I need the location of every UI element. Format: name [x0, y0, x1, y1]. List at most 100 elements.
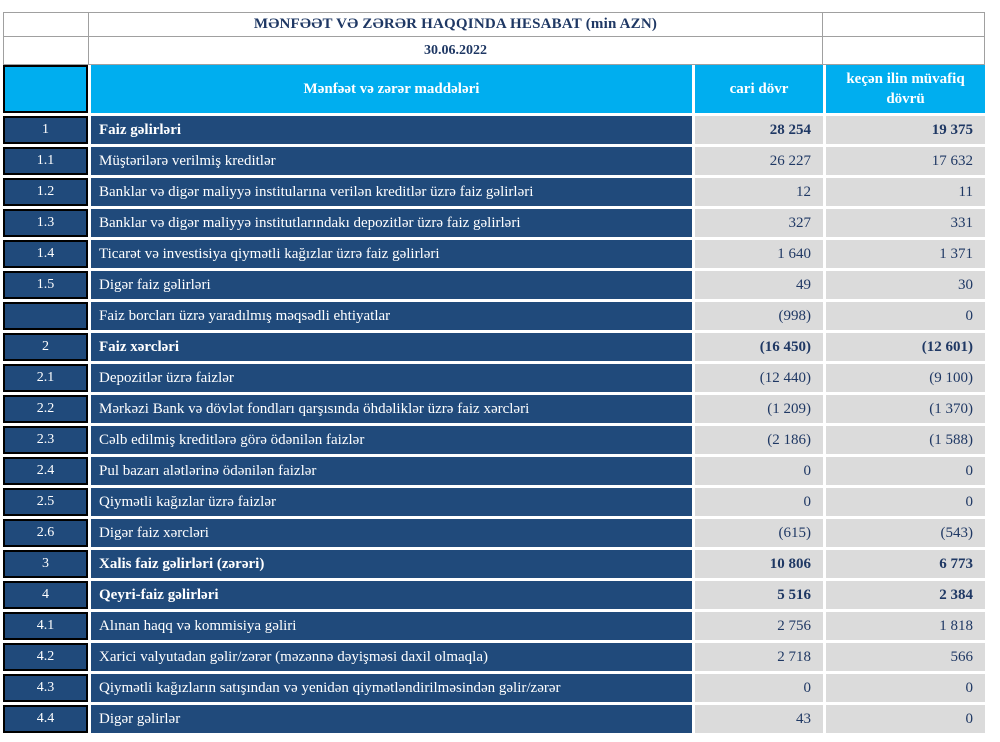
row-number-cell: 1.2 — [3, 178, 88, 206]
row-label-cell: Faiz gəlirləri — [88, 116, 692, 144]
row-label-cell: Faiz xərcləri — [88, 333, 692, 361]
previous-value-cell: 0 — [823, 457, 985, 485]
row-label-cell: Banklar və digər maliyyə institularına v… — [88, 178, 692, 206]
table-row: 4.2 Xarici valyutadan gəlir/zərər (məzən… — [3, 643, 985, 671]
current-value-cell: 12 — [692, 178, 823, 206]
row-label-cell: Digər gəlirlər — [88, 705, 692, 733]
table-row: 2.4 Pul bazarı alətlərinə ödənilən faizl… — [3, 457, 985, 485]
previous-value-cell: 1 818 — [823, 612, 985, 640]
row-number-cell: 2.3 — [3, 426, 88, 454]
row-label-cell: Depozitlər üzrə faizlər — [88, 364, 692, 392]
row-label-cell: Digər faiz xərcləri — [88, 519, 692, 547]
row-number-cell: 1.4 — [3, 240, 88, 268]
column-header-items: Mənfəət və zərər maddələri — [88, 65, 692, 113]
table-row: 1.5 Digər faiz gəlirləri 49 30 — [3, 271, 985, 299]
current-value-cell: 49 — [692, 271, 823, 299]
row-label-cell: Digər faiz gəlirləri — [88, 271, 692, 299]
row-number-cell: 1 — [3, 116, 88, 144]
report-title: MƏNFƏƏT VƏ ZƏRƏR HAQQINDA HESABAT (min A… — [89, 13, 822, 36]
previous-value-cell: (9 100) — [823, 364, 985, 392]
previous-value-cell: 0 — [823, 488, 985, 516]
table-row: 1.2 Banklar və digər maliyyə instituları… — [3, 178, 985, 206]
row-number-cell: 4.2 — [3, 643, 88, 671]
current-value-cell: (1 209) — [692, 395, 823, 423]
table-row: 4.4 Digər gəlirlər 43 0 — [3, 705, 985, 733]
current-value-cell: (12 440) — [692, 364, 823, 392]
current-value-cell: 0 — [692, 488, 823, 516]
pnl-statement-table: MƏNFƏƏT VƏ ZƏRƏR HAQQINDA HESABAT (min A… — [3, 12, 985, 733]
title-block: MƏNFƏƏT VƏ ZƏRƏR HAQQINDA HESABAT (min A… — [3, 12, 985, 65]
previous-value-cell: 19 375 — [823, 116, 985, 144]
previous-value-cell: 0 — [823, 705, 985, 733]
table-row: 2.2 Mərkəzi Bank və dövlət fondları qarş… — [3, 395, 985, 423]
previous-value-cell: (1 370) — [823, 395, 985, 423]
current-value-cell: 0 — [692, 457, 823, 485]
table-row: 2.3 Cəlb edilmiş kreditlərə görə ödənilə… — [3, 426, 985, 454]
current-value-cell: 5 516 — [692, 581, 823, 609]
previous-value-cell: 11 — [823, 178, 985, 206]
row-number-cell: 2.1 — [3, 364, 88, 392]
row-label-cell: Qiymətli kağızlar üzrə faizlər — [88, 488, 692, 516]
row-number-cell: 2.4 — [3, 457, 88, 485]
table-row: 4.3 Qiymətli kağızların satışından və ye… — [3, 674, 985, 702]
current-value-cell: 26 227 — [692, 147, 823, 175]
current-value-cell: 2 718 — [692, 643, 823, 671]
table-row: 1 Faiz gəlirləri 28 254 19 375 — [3, 116, 985, 144]
previous-value-cell: 30 — [823, 271, 985, 299]
table-row: Faiz borcları üzrə yaradılmış məqsədli e… — [3, 302, 985, 330]
previous-value-cell: 6 773 — [823, 550, 985, 578]
table-row: 4.1 Alınan haqq və kommisiya gəliri 2 75… — [3, 612, 985, 640]
row-label-cell: Xalis faiz gəlirləri (zərəri) — [88, 550, 692, 578]
row-number-cell: 4.1 — [3, 612, 88, 640]
current-value-cell: (615) — [692, 519, 823, 547]
title-left-empty-cell — [4, 13, 88, 36]
previous-value-cell: 2 384 — [823, 581, 985, 609]
previous-value-cell: 566 — [823, 643, 985, 671]
table-row: 2.6 Digər faiz xərcləri (615) (543) — [3, 519, 985, 547]
column-header-row: Mənfəət və zərər maddələri cari dövr keç… — [3, 65, 985, 113]
date-right-empty-cell — [823, 37, 984, 64]
row-label-cell: Faiz borcları üzrə yaradılmış məqsədli e… — [88, 302, 692, 330]
row-label-cell: Ticarət və investisiya qiymətli kağızlar… — [88, 240, 692, 268]
previous-value-cell: (1 588) — [823, 426, 985, 454]
table-row: 1.3 Banklar və digər maliyyə institutlar… — [3, 209, 985, 237]
table-row: 1.1 Müştərilərə verilmiş kreditlər 26 22… — [3, 147, 985, 175]
previous-value-cell: 0 — [823, 674, 985, 702]
previous-value-cell: 331 — [823, 209, 985, 237]
row-label-cell: Alınan haqq və kommisiya gəliri — [88, 612, 692, 640]
row-number-cell: 1.1 — [3, 147, 88, 175]
row-number-cell — [3, 302, 88, 330]
previous-value-cell: 17 632 — [823, 147, 985, 175]
current-value-cell: 327 — [692, 209, 823, 237]
header-number-cell — [3, 65, 88, 113]
previous-value-cell: 0 — [823, 302, 985, 330]
row-label-cell: Xarici valyutadan gəlir/zərər (məzənnə d… — [88, 643, 692, 671]
date-left-empty-cell — [4, 37, 88, 64]
current-value-cell: 2 756 — [692, 612, 823, 640]
table-row: 4 Qeyri-faiz gəlirləri 5 516 2 384 — [3, 581, 985, 609]
title-right-empty-cell — [823, 13, 984, 36]
column-header-previous-period: keçən ilin müvafiq dövrü — [823, 65, 985, 113]
row-label-cell: Pul bazarı alətlərinə ödənilən faizlər — [88, 457, 692, 485]
table-row: 2 Faiz xərcləri (16 450) (12 601) — [3, 333, 985, 361]
row-number-cell: 2.2 — [3, 395, 88, 423]
table-row: 2.5 Qiymətli kağızlar üzrə faizlər 0 0 — [3, 488, 985, 516]
row-number-cell: 4 — [3, 581, 88, 609]
row-number-cell: 3 — [3, 550, 88, 578]
row-number-cell: 2 — [3, 333, 88, 361]
previous-value-cell: (12 601) — [823, 333, 985, 361]
current-value-cell: (998) — [692, 302, 823, 330]
current-value-cell: 10 806 — [692, 550, 823, 578]
row-label-cell: Cəlb edilmiş kreditlərə görə ödənilən fa… — [88, 426, 692, 454]
row-number-cell: 1.3 — [3, 209, 88, 237]
column-header-current-period: cari dövr — [692, 65, 823, 113]
row-number-cell: 1.5 — [3, 271, 88, 299]
table-body: 1 Faiz gəlirləri 28 254 19 375 1.1 Müştə… — [3, 116, 985, 733]
row-number-cell: 2.6 — [3, 519, 88, 547]
row-label-cell: Banklar və digər maliyyə institutlarında… — [88, 209, 692, 237]
row-number-cell: 4.3 — [3, 674, 88, 702]
current-value-cell: 0 — [692, 674, 823, 702]
table-row: 3 Xalis faiz gəlirləri (zərəri) 10 806 6… — [3, 550, 985, 578]
row-label-cell: Qeyri-faiz gəlirləri — [88, 581, 692, 609]
previous-value-cell: (543) — [823, 519, 985, 547]
